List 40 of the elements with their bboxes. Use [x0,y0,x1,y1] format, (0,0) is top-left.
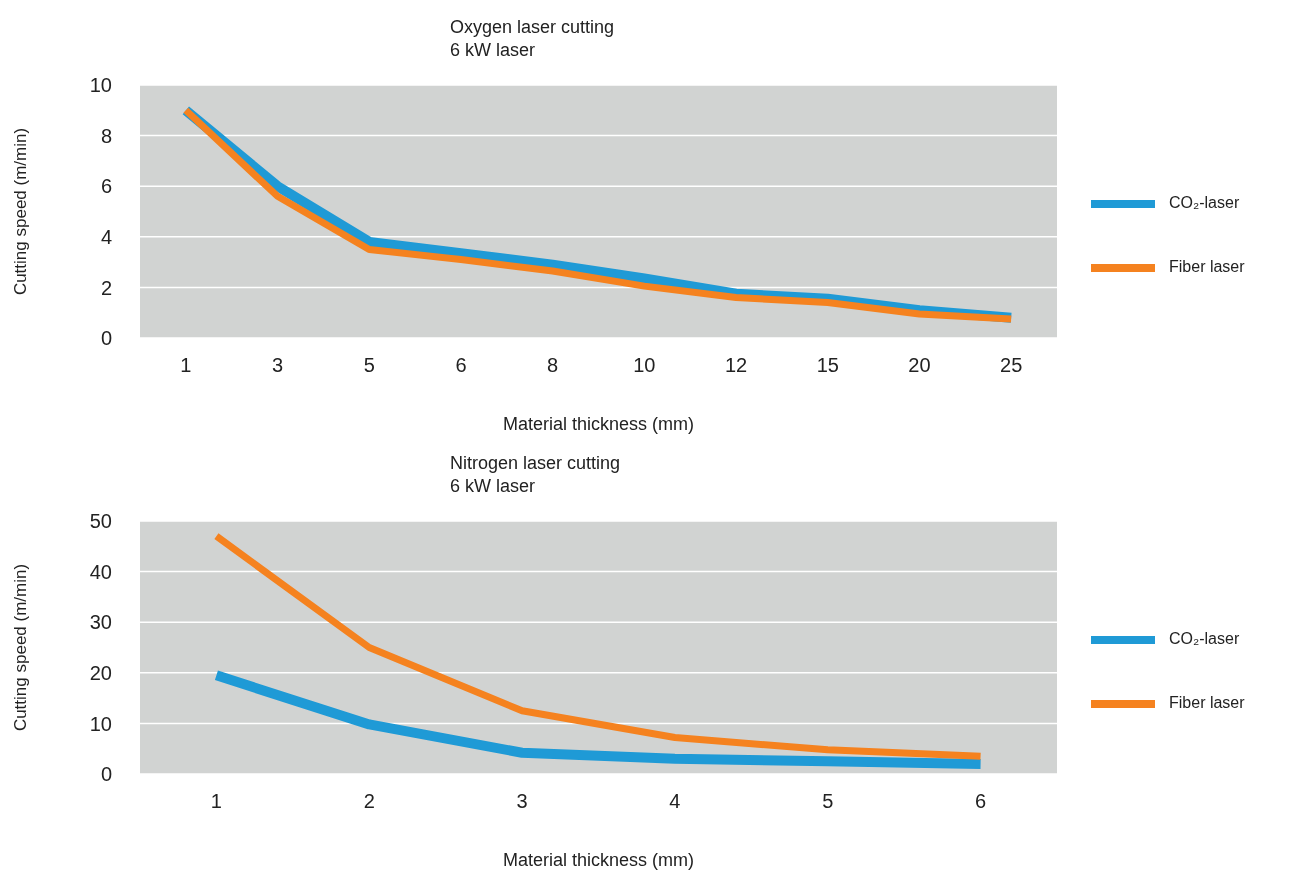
x-tick-label: 3 [271,354,284,377]
y-tick-label: 8 [100,124,112,147]
y-tick-label: 6 [100,175,112,198]
x-tick-label: 15 [816,354,839,377]
y-tick-label: 0 [100,327,112,350]
x-axis-title: Material thickness (mm) [502,850,695,870]
x-tick-label: 8 [547,354,559,377]
y-axis-title: Cutting speed (m/min) [11,563,31,732]
x-tick-label: 1 [210,790,222,813]
x-tick-label: 1 [180,354,192,377]
legend-label: CO₂-laser [1169,193,1240,211]
legend-label: Fiber laser [1169,257,1245,275]
chart-subtitle: 6 kW laser [450,39,537,62]
y-tick-label: 0 [100,763,112,786]
x-tick-label: 2 [363,790,375,813]
x-tick-label: 25 [1000,354,1023,377]
x-tick-label: 4 [669,790,681,813]
x-axis-title: Material thickness (mm) [502,414,695,434]
y-axis-title: Cutting speed (m/min) [11,127,31,296]
x-tick-label: 12 [724,354,748,377]
x-tick-label: 10 [633,354,656,377]
y-tick-label: 20 [89,661,112,684]
chart-title: Nitrogen laser cutting [450,452,621,475]
legend-label: CO₂-laser [1169,629,1240,647]
chart-subtitle: 6 kW laser [450,475,537,498]
x-tick-label: 5 [363,354,375,377]
x-tick-label: 6 [975,790,987,813]
y-tick-label: 50 [89,510,112,533]
y-tick-label: 10 [89,74,112,97]
y-tick-label: 4 [100,225,112,248]
y-tick-label: 2 [100,276,112,299]
y-tick-label: 40 [89,560,112,583]
y-tick-label: 10 [89,712,112,735]
x-tick-label: 5 [822,790,834,813]
x-tick-label: 3 [516,790,528,813]
chart-title: Oxygen laser cutting [450,16,615,39]
y-tick-label: 30 [89,611,112,634]
x-tick-label: 20 [908,354,931,377]
legend-label: Fiber laser [1169,693,1245,711]
x-tick-label: 6 [455,354,467,377]
